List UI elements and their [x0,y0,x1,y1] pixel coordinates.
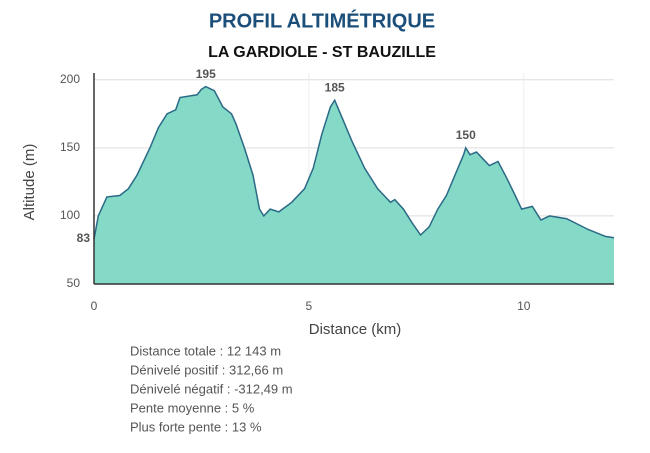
stat-line: Pente moyenne : 5 % [130,400,255,415]
chart-title: PROFIL ALTIMÉTRIQUE [209,9,435,32]
x-axis-title: Distance (km) [309,321,402,338]
peak-label: 185 [325,80,345,94]
stat-line: Dénivelé négatif : -312,49 m [130,381,293,396]
area [94,86,614,284]
y-tick-label: 150 [60,140,80,154]
peak-label: 195 [196,67,216,81]
peak-label: 83 [77,231,91,245]
x-tick-label: 10 [517,299,531,313]
line [93,85,615,240]
stat-line: Distance totale : 12 143 m [130,343,281,358]
y-axis-title: Altitude (m) [21,144,38,221]
stat-line: Plus forte pente : 13 % [130,419,262,434]
x-tick-label: 5 [306,299,313,313]
stat-line: Dénivelé positif : 312,66 m [130,362,283,377]
y-tick-label: 100 [60,208,80,222]
chart-subtitle: LA GARDIOLE - ST BAUZILLE [208,44,436,61]
peak-label: 150 [456,128,476,142]
y-tick-label: 50 [67,276,81,290]
x-tick-label: 0 [91,299,98,313]
y-tick-label: 200 [60,72,80,86]
